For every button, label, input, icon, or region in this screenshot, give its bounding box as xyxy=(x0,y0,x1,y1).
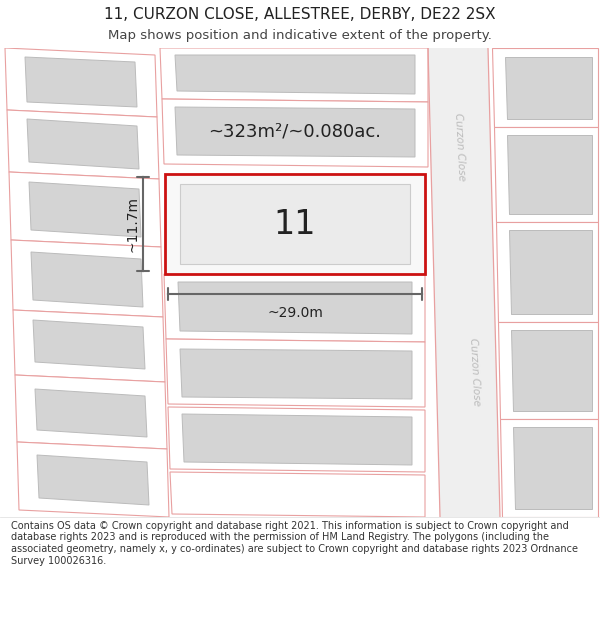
Polygon shape xyxy=(166,339,425,407)
Polygon shape xyxy=(7,110,159,179)
Polygon shape xyxy=(500,419,598,517)
Polygon shape xyxy=(507,135,592,214)
Polygon shape xyxy=(17,442,169,517)
Text: ~29.0m: ~29.0m xyxy=(267,306,323,320)
Polygon shape xyxy=(29,182,141,237)
Polygon shape xyxy=(498,322,598,419)
Polygon shape xyxy=(511,330,592,411)
Text: Contains OS data © Crown copyright and database right 2021. This information is : Contains OS data © Crown copyright and d… xyxy=(11,521,578,566)
Polygon shape xyxy=(178,282,412,334)
Polygon shape xyxy=(5,48,157,117)
Polygon shape xyxy=(33,320,145,369)
Polygon shape xyxy=(168,407,425,472)
Polygon shape xyxy=(428,48,500,517)
Polygon shape xyxy=(160,48,428,102)
Polygon shape xyxy=(182,414,412,465)
Polygon shape xyxy=(492,48,598,127)
Text: Curzon Close: Curzon Close xyxy=(468,338,482,406)
Text: Curzon Close: Curzon Close xyxy=(453,112,467,181)
Text: ~11.7m: ~11.7m xyxy=(125,196,139,252)
Polygon shape xyxy=(505,57,592,119)
Polygon shape xyxy=(35,389,147,437)
Polygon shape xyxy=(162,99,428,167)
Polygon shape xyxy=(175,107,415,157)
Text: ~323m²/~0.080ac.: ~323m²/~0.080ac. xyxy=(209,123,382,141)
Polygon shape xyxy=(27,119,139,169)
Polygon shape xyxy=(513,427,592,509)
Text: Map shows position and indicative extent of the property.: Map shows position and indicative extent… xyxy=(108,29,492,42)
Polygon shape xyxy=(180,184,410,264)
Polygon shape xyxy=(11,240,163,317)
Text: 11, CURZON CLOSE, ALLESTREE, DERBY, DE22 2SX: 11, CURZON CLOSE, ALLESTREE, DERBY, DE22… xyxy=(104,7,496,22)
Polygon shape xyxy=(31,252,143,307)
Polygon shape xyxy=(13,310,165,382)
Polygon shape xyxy=(496,222,598,322)
Polygon shape xyxy=(9,172,161,247)
Polygon shape xyxy=(25,57,137,107)
Text: 11: 11 xyxy=(274,208,316,241)
Polygon shape xyxy=(37,455,149,505)
Polygon shape xyxy=(180,349,412,399)
Polygon shape xyxy=(15,375,167,449)
Polygon shape xyxy=(164,274,425,342)
Polygon shape xyxy=(165,174,425,274)
Polygon shape xyxy=(175,55,415,94)
Polygon shape xyxy=(509,230,592,314)
Polygon shape xyxy=(170,472,425,517)
Polygon shape xyxy=(494,127,598,222)
